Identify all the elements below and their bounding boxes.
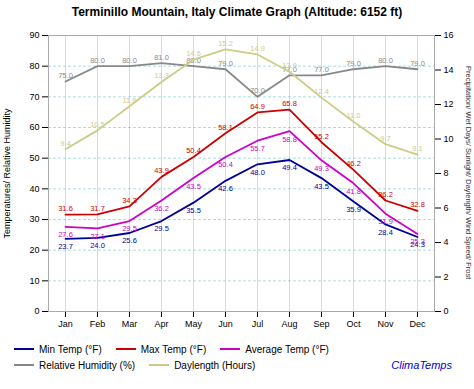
svg-text:60: 60 — [29, 122, 39, 132]
svg-text:81.0: 81.0 — [154, 53, 169, 62]
svg-text:0: 0 — [444, 306, 449, 316]
svg-text:31.9: 31.9 — [378, 217, 393, 226]
svg-text:49.4: 49.4 — [282, 163, 297, 172]
svg-text:27.1: 27.1 — [90, 232, 105, 241]
svg-text:0: 0 — [34, 306, 39, 316]
svg-text:90: 90 — [29, 30, 39, 40]
html-text:Min Temp (°F): Min Temp (°F) — [39, 343, 102, 355]
svg-text:10.5: 10.5 — [90, 120, 105, 129]
svg-text:58.1: 58.1 — [218, 123, 233, 132]
svg-text:8: 8 — [444, 168, 449, 178]
svg-text:55.7: 55.7 — [250, 144, 265, 153]
svg-text:14: 14 — [444, 65, 454, 75]
svg-text:79.0: 79.0 — [218, 59, 233, 68]
svg-text:80: 80 — [29, 61, 39, 71]
svg-text:34.3: 34.3 — [122, 196, 137, 205]
svg-text:10: 10 — [29, 276, 39, 286]
svg-text:16: 16 — [444, 30, 454, 40]
svg-text:15.2: 15.2 — [218, 39, 233, 48]
svg-text:35.9: 35.9 — [346, 205, 361, 214]
svg-text:70: 70 — [29, 92, 39, 102]
svg-text:46.2: 46.2 — [346, 159, 361, 168]
svg-text:58.8: 58.8 — [282, 135, 297, 144]
svg-text:Aug: Aug — [281, 319, 297, 329]
svg-text:13.3: 13.3 — [154, 71, 169, 80]
svg-text:48.0: 48.0 — [250, 168, 265, 177]
svg-text:Nov: Nov — [377, 319, 394, 329]
svg-text:80.0: 80.0 — [122, 56, 137, 65]
html-text:Terminillo Mountain, Italy Cli: Terminillo Mountain, Italy Climate Graph… — [71, 5, 403, 19]
svg-text:41.8: 41.8 — [346, 187, 361, 196]
svg-text:64.9: 64.9 — [250, 102, 265, 111]
svg-text:27.6: 27.6 — [58, 230, 73, 239]
svg-text:43.5: 43.5 — [314, 182, 329, 191]
svg-text:31.6: 31.6 — [58, 204, 73, 213]
svg-text:Jul: Jul — [252, 319, 264, 329]
html-text:Precipitation/ Wet Days/ Sunli: Precipitation/ Wet Days/ Sunlight/ Dayle… — [464, 66, 473, 280]
svg-text:36.2: 36.2 — [154, 204, 169, 213]
svg-text:79.0: 79.0 — [410, 59, 425, 68]
svg-text:23.7: 23.7 — [58, 242, 73, 251]
svg-text:9.7: 9.7 — [380, 134, 390, 143]
svg-text:30: 30 — [29, 214, 39, 224]
svg-text:43.5: 43.5 — [186, 182, 201, 191]
svg-text:Sep: Sep — [313, 319, 329, 329]
svg-text:Feb: Feb — [90, 319, 106, 329]
svg-text:Dec: Dec — [409, 319, 426, 329]
svg-text:80.0: 80.0 — [90, 56, 105, 65]
html-text:Average Temp (°F): Average Temp (°F) — [245, 343, 329, 355]
svg-text:70.0: 70.0 — [250, 86, 265, 95]
svg-text:12: 12 — [444, 99, 454, 109]
svg-text:25.3: 25.3 — [410, 237, 425, 246]
svg-text:9.4: 9.4 — [60, 139, 70, 148]
svg-text:75.0: 75.0 — [58, 71, 73, 80]
svg-text:20: 20 — [29, 245, 39, 255]
svg-text:9.1: 9.1 — [412, 144, 422, 153]
svg-text:25.6: 25.6 — [122, 236, 137, 245]
svg-text:40: 40 — [29, 184, 39, 194]
svg-text:36.2: 36.2 — [378, 190, 393, 199]
svg-text:29.5: 29.5 — [154, 224, 169, 233]
svg-text:2: 2 — [444, 272, 449, 282]
svg-text:50: 50 — [29, 153, 39, 163]
svg-text:14.9: 14.9 — [250, 44, 265, 53]
svg-text:Oct: Oct — [346, 319, 361, 329]
svg-text:May: May — [185, 319, 203, 329]
html-text:Relative Humidity (%): Relative Humidity (%) — [39, 359, 136, 371]
svg-text:49.3: 49.3 — [314, 164, 329, 173]
svg-text:50.4: 50.4 — [218, 160, 233, 169]
svg-text:Apr: Apr — [154, 319, 168, 329]
svg-text:Jan: Jan — [58, 319, 73, 329]
svg-text:11.9: 11.9 — [122, 96, 136, 105]
svg-text:80.0: 80.0 — [378, 56, 393, 65]
svg-text:13.9: 13.9 — [282, 61, 297, 70]
svg-text:32.8: 32.8 — [410, 200, 425, 209]
svg-text:55.2: 55.2 — [314, 132, 329, 141]
svg-text:4: 4 — [444, 237, 449, 247]
svg-text:29.5: 29.5 — [122, 224, 137, 233]
svg-text:6: 6 — [444, 203, 449, 213]
svg-text:50.4: 50.4 — [186, 146, 201, 155]
svg-text:77.0: 77.0 — [314, 65, 329, 74]
svg-text:31.7: 31.7 — [90, 204, 105, 213]
html-text:ClimaTemps: ClimaTemps — [391, 359, 452, 371]
svg-text:14.6: 14.6 — [186, 49, 201, 58]
svg-text:24.0: 24.0 — [90, 241, 105, 250]
html-text:Daylength (Hours): Daylength (Hours) — [174, 359, 256, 371]
svg-text:Mar: Mar — [122, 319, 138, 329]
svg-text:42.6: 42.6 — [218, 184, 233, 193]
svg-text:28.4: 28.4 — [378, 228, 393, 237]
svg-text:Temperatures/ Relative Humidit: Temperatures/ Relative Humidity — [2, 108, 12, 239]
svg-text:12.4: 12.4 — [314, 87, 329, 96]
svg-text:65.8: 65.8 — [282, 99, 297, 108]
svg-text:35.5: 35.5 — [186, 206, 201, 215]
svg-text:Jun: Jun — [218, 319, 233, 329]
html-text:Max Temp (°F): Max Temp (°F) — [140, 343, 207, 355]
svg-text:79.0: 79.0 — [346, 59, 361, 68]
svg-text:43.9: 43.9 — [154, 166, 169, 175]
svg-text:10: 10 — [444, 134, 454, 144]
svg-text:11.0: 11.0 — [346, 111, 360, 120]
